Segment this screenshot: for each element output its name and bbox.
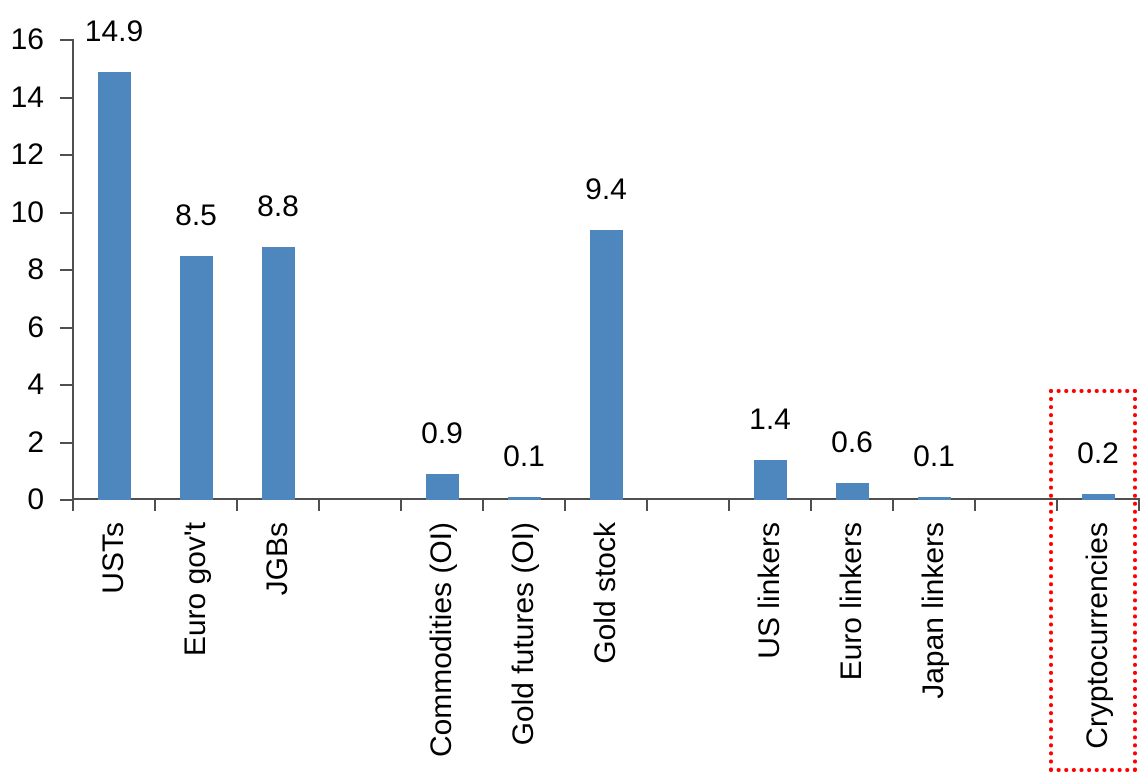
bar [262,247,295,500]
y-tick-label: 4 [27,368,44,401]
value-label: 0.1 [503,440,545,473]
category-label: Commodities (OI) [425,522,458,758]
x-tick [1138,500,1140,511]
bar [426,474,459,500]
y-tick-label: 8 [27,253,44,286]
x-tick [564,500,566,511]
bar [180,256,213,500]
value-label: 0.9 [421,417,463,450]
category-label: Euro gov't [179,522,212,657]
value-label: 0.1 [913,440,955,473]
x-tick [728,500,730,511]
bar [1082,494,1115,500]
x-tick [646,500,648,511]
value-label: 8.5 [175,199,217,232]
bar [754,460,787,500]
y-axis-line [72,39,74,511]
y-tick [60,39,72,41]
bar [508,497,541,500]
bar [590,230,623,500]
bar [98,72,131,500]
y-tick [60,154,72,156]
category-label: Gold futures (OI) [507,522,540,746]
y-tick-label: 10 [10,196,44,229]
x-tick [482,500,484,511]
y-tick [60,97,72,99]
y-tick-label: 14 [10,81,44,114]
x-tick [236,500,238,511]
category-label: JGBs [261,522,294,596]
value-label: 9.4 [585,173,627,206]
x-tick [400,500,402,511]
y-tick [60,327,72,329]
y-tick [60,384,72,386]
x-tick [154,500,156,511]
bar [918,497,951,500]
value-label: 0.6 [831,426,873,459]
y-tick-label: 0 [27,483,44,516]
category-label: Japan linkers [917,522,950,699]
y-tick-label: 6 [27,311,44,344]
x-tick [1056,500,1058,511]
y-tick-label: 16 [10,23,44,56]
x-tick [318,500,320,511]
y-tick [60,269,72,271]
value-label: 0.2 [1077,437,1119,470]
category-label: US linkers [753,522,786,659]
category-label: Gold stock [589,522,622,664]
x-tick [810,500,812,511]
y-tick [60,442,72,444]
value-label: 14.9 [84,15,144,48]
x-tick [72,500,74,511]
x-tick [974,500,976,511]
bar [836,483,869,500]
x-tick [892,500,894,511]
y-tick [60,499,72,501]
value-label: 8.8 [257,190,299,223]
value-label: 1.4 [749,403,791,436]
highlight-box [1049,389,1137,772]
category-label: Euro linkers [835,522,868,681]
y-tick-label: 2 [27,426,44,459]
y-tick-label: 12 [10,138,44,171]
category-label: USTs [97,522,130,594]
y-tick [60,212,72,214]
